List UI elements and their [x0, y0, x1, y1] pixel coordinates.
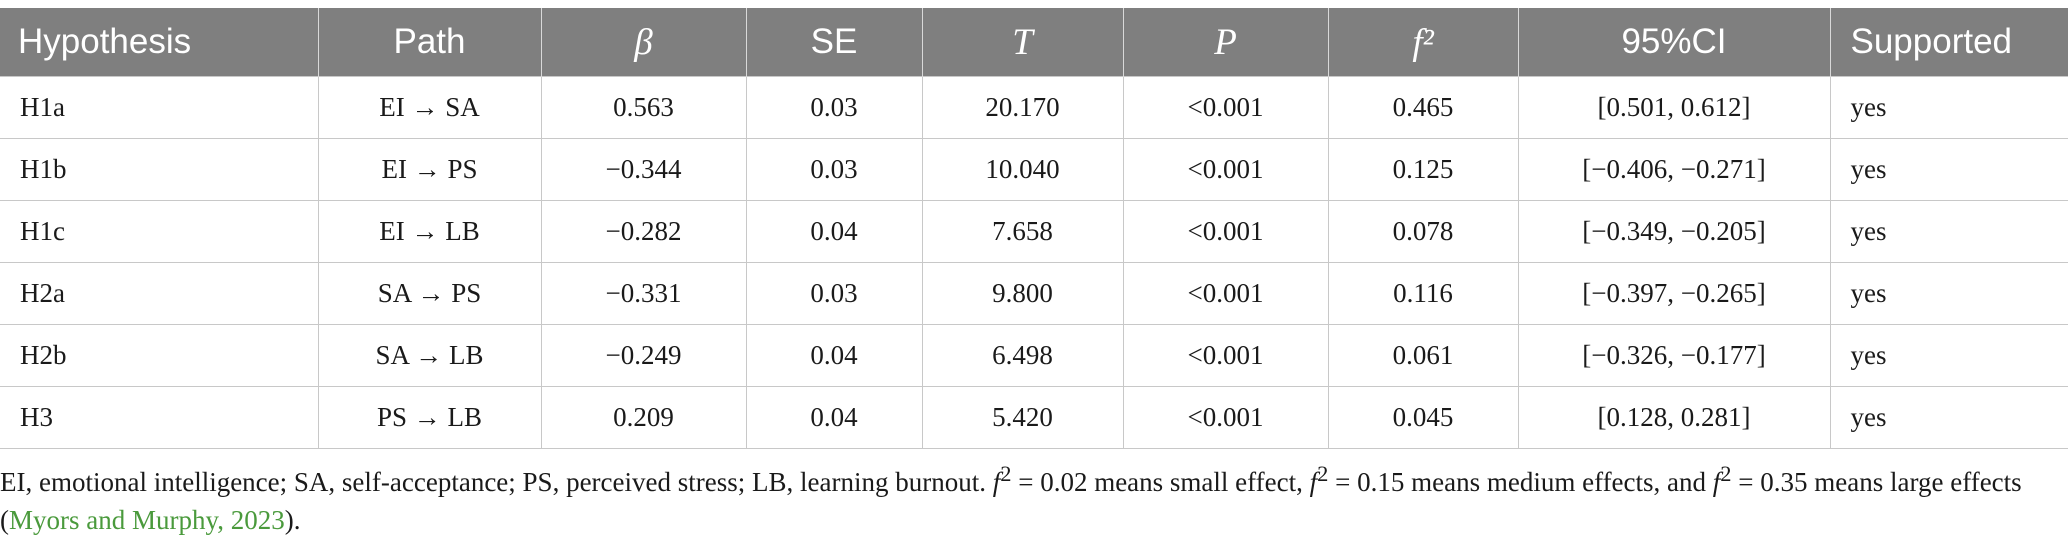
cell-supported: yes — [1829, 200, 2068, 263]
cell-supported: yes — [1829, 324, 2068, 387]
cell-t: 7.658 — [921, 200, 1124, 263]
cell-hypothesis: H1c — [0, 200, 319, 263]
cell-beta: −0.331 — [540, 262, 747, 325]
cell-f2: 0.045 — [1327, 386, 1519, 449]
cell-hypothesis: H2b — [0, 324, 319, 387]
cell-se: 0.04 — [745, 324, 923, 387]
cell-t: 5.420 — [921, 386, 1124, 449]
footnote-f-sup-1: 2 — [1000, 461, 1012, 486]
header-se: SE — [745, 8, 923, 77]
cell-f2: 0.465 — [1327, 76, 1519, 139]
cell-hypothesis: H1b — [0, 138, 319, 201]
cell-se: 0.03 — [745, 262, 923, 325]
cell-se: 0.03 — [745, 76, 923, 139]
cell-beta: −0.282 — [540, 200, 747, 263]
cell-t: 10.040 — [921, 138, 1124, 201]
header-p: P — [1122, 8, 1329, 77]
cell-supported: yes — [1829, 76, 2068, 139]
footnote-f-symbol-2: f — [1309, 467, 1318, 497]
footnote-large-effect: = 0.35 means large effects ( — [0, 467, 2022, 535]
header-t: T — [921, 8, 1124, 77]
cell-f2: 0.078 — [1327, 200, 1519, 263]
cell-p: <0.001 — [1122, 200, 1329, 263]
header-row: Hypothesis Path β SE T P f² 95%CI Suppor… — [0, 8, 2068, 77]
cell-ci: [0.501, 0.612] — [1517, 76, 1831, 139]
cell-t: 20.170 — [921, 76, 1124, 139]
cell-ci: [−0.406, −0.271] — [1517, 138, 1831, 201]
footnote-medium-effect: = 0.15 means medium effects, and — [1328, 467, 1713, 497]
cell-ci: [−0.326, −0.177] — [1517, 324, 1831, 387]
footnote-f-sup-3: 2 — [1720, 461, 1732, 486]
cell-path: PS → LB — [317, 386, 542, 449]
cell-se: 0.04 — [745, 200, 923, 263]
header-hypothesis: Hypothesis — [0, 8, 319, 77]
table-row: H2a SA → PS −0.331 0.03 9.800 <0.001 0.116 [−0.… — [0, 262, 2068, 325]
cell-se: 0.03 — [745, 138, 923, 201]
cell-se: 0.04 — [745, 386, 923, 449]
table-row: H1a EI → SA 0.563 0.03 20.170 <0.001 0.465 [0.5… — [0, 76, 2068, 139]
table-body: H1a EI → SA 0.563 0.03 20.170 <0.001 0.465 [0.5… — [0, 76, 2068, 449]
cell-supported: yes — [1829, 262, 2068, 325]
footnote-f-sup-2: 2 — [1317, 461, 1329, 486]
footnote-end: ). — [284, 505, 301, 535]
cell-supported: yes — [1829, 138, 2068, 201]
table-row: H1b EI → PS −0.344 0.03 10.040 <0.001 0.125 [−0… — [0, 138, 2068, 201]
cell-hypothesis: H2a — [0, 262, 319, 325]
cell-t: 6.498 — [921, 324, 1124, 387]
cell-path: SA → LB — [317, 324, 542, 387]
cell-p: <0.001 — [1122, 324, 1329, 387]
hypothesis-results-table: Hypothesis Path β SE T P f² 95%CI Suppor… — [0, 8, 2068, 449]
citation-link[interactable]: Myors and Murphy, 2023 — [9, 505, 285, 535]
cell-f2: 0.125 — [1327, 138, 1519, 201]
header-ci: 95%CI — [1517, 8, 1831, 77]
results-table-container: Hypothesis Path β SE T P f² 95%CI Suppor… — [0, 8, 2068, 539]
cell-p: <0.001 — [1122, 386, 1329, 449]
footnote-f-symbol-3: f — [1712, 467, 1721, 497]
header-f2: f² — [1327, 8, 1519, 77]
cell-p: <0.001 — [1122, 76, 1329, 139]
footnote-abbreviations: EI, emotional intelligence; SA, self-acc… — [0, 467, 993, 497]
cell-beta: −0.249 — [540, 324, 747, 387]
header-beta: β — [540, 8, 747, 77]
cell-path: SA → PS — [317, 262, 542, 325]
cell-p: <0.001 — [1122, 138, 1329, 201]
header-path: Path — [317, 8, 542, 77]
cell-p: <0.001 — [1122, 262, 1329, 325]
cell-hypothesis: H1a — [0, 76, 319, 139]
cell-hypothesis: H3 — [0, 386, 319, 449]
cell-path: EI → PS — [317, 138, 542, 201]
cell-beta: 0.563 — [540, 76, 747, 139]
table-row: H3 PS → LB 0.209 0.04 5.420 <0.001 0.045 [0.128… — [0, 386, 2068, 449]
cell-f2: 0.116 — [1327, 262, 1519, 325]
header-supported: Supported — [1829, 8, 2068, 77]
table-footnote: EI, emotional intelligence; SA, self-acc… — [0, 455, 2060, 539]
cell-beta: −0.344 — [540, 138, 747, 201]
cell-path: EI → SA — [317, 76, 542, 139]
cell-beta: 0.209 — [540, 386, 747, 449]
cell-ci: [0.128, 0.281] — [1517, 386, 1831, 449]
cell-ci: [−0.397, −0.265] — [1517, 262, 1831, 325]
cell-supported: yes — [1829, 386, 2068, 449]
cell-path: EI → LB — [317, 200, 542, 263]
table-row: H1c EI → LB −0.282 0.04 7.658 <0.001 0.078 [−0.… — [0, 200, 2068, 263]
cell-t: 9.800 — [921, 262, 1124, 325]
table-row: H2b SA → LB −0.249 0.04 6.498 <0.001 0.061 [−0.… — [0, 324, 2068, 387]
cell-ci: [−0.349, −0.205] — [1517, 200, 1831, 263]
footnote-small-effect: = 0.02 means small effect, — [1011, 467, 1310, 497]
cell-f2: 0.061 — [1327, 324, 1519, 387]
footnote-f-symbol-1: f — [992, 467, 1001, 497]
